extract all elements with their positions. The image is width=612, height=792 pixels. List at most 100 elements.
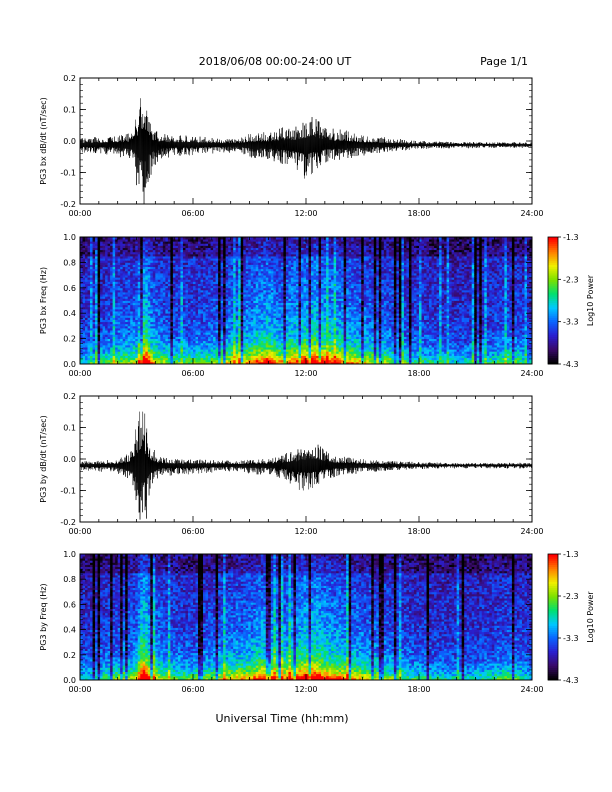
spectrogram-cell	[157, 287, 161, 291]
spectrogram-cell	[135, 344, 139, 348]
spectrogram-cell	[117, 306, 121, 310]
spectrogram-cell	[110, 287, 114, 291]
spectrogram-cell	[107, 338, 111, 342]
spectrogram-cell	[162, 338, 166, 342]
spectrogram-cell	[110, 321, 114, 325]
spectrogram-cell	[117, 355, 121, 359]
spectrogram-cell	[102, 258, 106, 261]
spectrogram-cell	[175, 283, 179, 287]
spectrogram-cell	[210, 270, 214, 274]
spectrogram-cell	[203, 292, 206, 295]
spectrogram-cell	[167, 321, 171, 325]
spectrogram-cell	[187, 270, 191, 274]
spectrogram-cell	[150, 245, 154, 248]
spectrogram-cell	[142, 287, 146, 291]
spectrogram-cell	[117, 313, 121, 316]
spectrogram-cell	[220, 317, 224, 320]
spectrogram-cell	[132, 306, 136, 310]
spectrogram-cell	[190, 272, 194, 276]
spectrogram-cell	[185, 336, 189, 339]
spectrogram-cell	[122, 249, 126, 253]
spectrogram-cell	[223, 332, 227, 335]
spectrogram-cell	[140, 330, 144, 333]
spectrogram-cell	[220, 306, 224, 310]
spectrogram-cell	[100, 268, 103, 272]
spectrogram-cell	[125, 361, 129, 365]
spectrogram-cell	[205, 249, 209, 253]
spectrogram-cell	[190, 302, 194, 306]
spectrogram-cell	[117, 268, 121, 272]
spectrogram-cell	[90, 287, 93, 291]
spectrogram-cell	[195, 258, 199, 261]
spectrogram-cell	[187, 340, 191, 344]
spectrogram-cell	[125, 277, 129, 280]
spectrogram-cell	[198, 349, 201, 352]
spectrogram-cell	[195, 338, 199, 342]
spectrogram-cell	[122, 296, 126, 299]
spectrogram-cell	[220, 302, 224, 306]
spectrogram-cell	[208, 347, 211, 350]
spectrogram-cell	[92, 245, 96, 248]
spectrogram-cell	[127, 264, 131, 268]
spectrogram-cell	[90, 249, 93, 253]
spectrogram-cell	[105, 308, 109, 312]
spectrogram-cell	[203, 351, 206, 354]
spectrogram-cell	[147, 300, 151, 304]
spectrogram-cell	[112, 351, 116, 354]
spectrogram-cell	[125, 253, 129, 257]
spectrogram-cell	[127, 334, 131, 337]
spectrogram-cell	[100, 315, 103, 318]
spectrogram-cell	[105, 321, 109, 325]
spectrogram-cell	[155, 302, 159, 306]
spectrogram-cell	[203, 262, 206, 265]
spectrogram-cell	[107, 270, 111, 274]
spectrogram-cell	[112, 334, 116, 337]
spectrogram-cell	[112, 313, 116, 316]
spectrogram-cell	[100, 256, 103, 259]
spectrogram-cell	[182, 279, 186, 282]
spectrogram-cell	[107, 256, 111, 259]
spectrogram-cell	[213, 247, 216, 251]
spectrogram-cell	[182, 302, 186, 306]
spectrogram-cell	[208, 270, 211, 274]
spectrogram-cell	[223, 260, 227, 263]
spectrogram-cell	[223, 262, 227, 265]
spectrogram-cell	[185, 247, 189, 251]
spectrogram-cell	[182, 237, 186, 240]
spectrogram-cell	[145, 256, 149, 259]
spectrogram-cell	[208, 353, 211, 356]
spectrogram-cell	[145, 283, 149, 287]
spectrogram-cell	[162, 319, 166, 323]
spectrogram-cell	[110, 311, 114, 314]
spectrogram-cell	[97, 306, 101, 310]
spectrogram-cell	[180, 313, 184, 316]
spectrogram-cell	[195, 323, 199, 327]
spectrogram-cell	[167, 287, 171, 291]
spectrogram-cell	[102, 245, 106, 248]
spectrogram-cell	[200, 281, 204, 284]
spectrogram-cell	[140, 300, 144, 304]
spectrogram-cell	[165, 330, 169, 333]
spectrogram-cell	[165, 239, 169, 242]
spectrogram-cell	[187, 330, 191, 333]
spectrogram-cell	[165, 285, 169, 289]
spectrogram-cell	[180, 239, 184, 242]
spectrogram-cell	[80, 340, 83, 344]
spectrogram-cell	[137, 311, 141, 314]
spectrogram-cell	[90, 351, 93, 354]
spectrogram-cell	[152, 357, 156, 361]
spectrogram-cell	[140, 283, 144, 287]
spectrogram-cell	[215, 342, 219, 346]
spectrogram-cell	[155, 287, 159, 291]
spectrogram-cell	[95, 319, 98, 323]
spectrogram-cell	[150, 253, 154, 257]
spectrogram-cell	[203, 304, 206, 308]
spectrogram-cell	[132, 308, 136, 312]
spectrogram-cell	[157, 241, 161, 244]
spectrogram-cell	[92, 281, 96, 284]
spectrogram-cell	[142, 313, 146, 316]
spectrogram-cell	[130, 292, 134, 295]
spectrogram-cell	[95, 351, 98, 354]
spectrogram-cell	[120, 279, 124, 282]
spectrogram-cell	[90, 332, 93, 335]
